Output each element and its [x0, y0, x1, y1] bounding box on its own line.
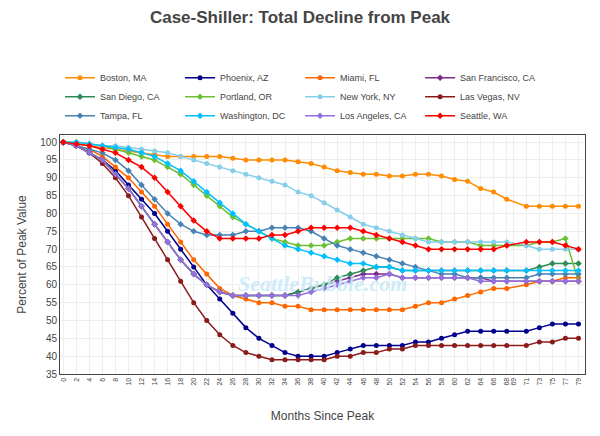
svg-text:73: 73: [536, 378, 543, 386]
svg-text:77: 77: [562, 378, 569, 386]
svg-text:Miami, FL: Miami, FL: [340, 73, 380, 83]
svg-text:40: 40: [46, 351, 58, 362]
svg-text:69: 69: [510, 378, 517, 386]
svg-text:Case-Shiller: Total Decline fr: Case-Shiller: Total Decline from Peak: [150, 8, 451, 27]
svg-text:20: 20: [190, 378, 197, 386]
svg-text:68: 68: [503, 378, 510, 386]
svg-text:Washington, DC: Washington, DC: [220, 111, 286, 121]
svg-text:50: 50: [386, 378, 393, 386]
svg-text:40: 40: [320, 378, 327, 386]
svg-text:54: 54: [412, 378, 419, 386]
svg-text:14: 14: [151, 378, 158, 386]
svg-text:62: 62: [464, 378, 471, 386]
svg-text:Phoenix, AZ: Phoenix, AZ: [220, 73, 269, 83]
svg-text:58: 58: [438, 378, 445, 386]
svg-text:64: 64: [477, 378, 484, 386]
svg-text:46: 46: [360, 378, 367, 386]
svg-text:8: 8: [112, 378, 119, 382]
svg-text:34: 34: [281, 378, 288, 386]
svg-text:Boston, MA: Boston, MA: [100, 73, 147, 83]
svg-text:26: 26: [229, 378, 236, 386]
svg-text:San Francisco, CA: San Francisco, CA: [460, 73, 535, 83]
svg-text:32: 32: [268, 378, 275, 386]
svg-text:30: 30: [255, 378, 262, 386]
svg-text:Las Vegas, NV: Las Vegas, NV: [460, 92, 520, 102]
svg-text:70: 70: [46, 244, 58, 255]
svg-text:56: 56: [425, 378, 432, 386]
svg-text:60: 60: [451, 378, 458, 386]
svg-text:36: 36: [294, 378, 301, 386]
svg-text:42: 42: [333, 378, 340, 386]
svg-text:Seattle, WA: Seattle, WA: [460, 111, 507, 121]
svg-text:12: 12: [138, 378, 145, 386]
svg-text:66: 66: [490, 378, 497, 386]
svg-text:48: 48: [373, 378, 380, 386]
svg-text:60: 60: [46, 279, 58, 290]
svg-text:52: 52: [399, 378, 406, 386]
svg-text:4: 4: [86, 378, 93, 382]
svg-text:0: 0: [60, 378, 67, 382]
svg-text:45: 45: [46, 333, 58, 344]
svg-text:Percent of Peak Value: Percent of Peak Value: [15, 195, 29, 314]
svg-text:22: 22: [203, 378, 210, 386]
svg-text:79: 79: [575, 378, 582, 386]
svg-text:50: 50: [46, 315, 58, 326]
svg-text:95: 95: [46, 154, 58, 165]
svg-text:Los Angeles, CA: Los Angeles, CA: [340, 111, 407, 121]
svg-text:75: 75: [46, 226, 58, 237]
svg-text:71: 71: [523, 378, 530, 386]
svg-text:38: 38: [307, 378, 314, 386]
svg-text:80: 80: [46, 208, 58, 219]
svg-text:28: 28: [242, 378, 249, 386]
svg-text:6: 6: [99, 378, 106, 382]
svg-text:55: 55: [46, 297, 58, 308]
svg-text:100: 100: [40, 137, 57, 148]
svg-text:16: 16: [164, 378, 171, 386]
svg-text:San Diego, CA: San Diego, CA: [100, 92, 160, 102]
svg-text:35: 35: [46, 369, 58, 380]
svg-text:24: 24: [216, 378, 223, 386]
svg-text:Tampa, FL: Tampa, FL: [100, 111, 143, 121]
svg-text:Months Since Peak: Months Since Peak: [271, 409, 375, 423]
svg-text:New York, NY: New York, NY: [340, 92, 396, 102]
svg-text:18: 18: [177, 378, 184, 386]
svg-text:44: 44: [346, 378, 353, 386]
svg-text:90: 90: [46, 172, 58, 183]
svg-text:65: 65: [46, 261, 58, 272]
svg-text:2: 2: [73, 378, 80, 382]
svg-text:85: 85: [46, 190, 58, 201]
svg-text:Portland, OR: Portland, OR: [220, 92, 273, 102]
svg-text:SeattleBubble.com: SeattleBubble.com: [238, 271, 407, 296]
svg-text:10: 10: [125, 378, 132, 386]
svg-text:75: 75: [549, 378, 556, 386]
